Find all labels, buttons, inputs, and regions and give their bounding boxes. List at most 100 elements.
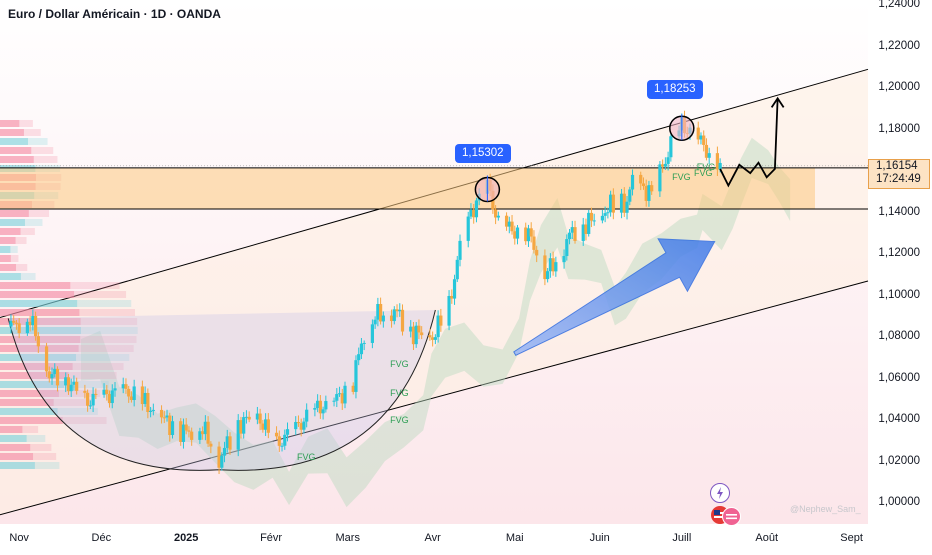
candle-body bbox=[33, 315, 38, 337]
candle-body bbox=[436, 315, 440, 338]
candle-body bbox=[603, 213, 607, 216]
volume-profile-bar-ghost bbox=[70, 282, 120, 289]
volume-profile-bar-ghost bbox=[72, 363, 124, 370]
time-tick-label: Juill bbox=[672, 532, 692, 544]
candle-body bbox=[28, 321, 32, 326]
candle-body bbox=[513, 231, 517, 239]
candle-body bbox=[611, 194, 615, 213]
candle-body bbox=[132, 386, 136, 400]
time-tick-label: 2025 bbox=[173, 532, 199, 544]
time-tick-label: Déc bbox=[91, 532, 112, 544]
candle-body bbox=[44, 346, 49, 372]
volume-profile-bar-ghost bbox=[10, 246, 18, 253]
candle-body bbox=[222, 447, 227, 456]
candle-body bbox=[359, 343, 364, 355]
volume-profile-bar bbox=[0, 120, 20, 127]
time-tick-label: Mai bbox=[505, 532, 524, 544]
candle-body bbox=[72, 381, 76, 385]
price-tick-label: 1,18000 bbox=[878, 122, 920, 135]
candle-body bbox=[510, 221, 514, 232]
volume-profile-bar bbox=[0, 300, 78, 307]
volume-profile-bar bbox=[0, 246, 11, 253]
candle-body bbox=[526, 228, 531, 242]
eu-flag-icon[interactable] bbox=[722, 507, 741, 526]
candle-body bbox=[318, 400, 322, 414]
volume-profile-bar-ghost bbox=[28, 210, 50, 217]
candle-body bbox=[66, 377, 71, 392]
volume-profile-bar-ghost bbox=[78, 345, 134, 352]
candle-body bbox=[165, 415, 169, 418]
price-tick-label: 1,08000 bbox=[878, 330, 920, 342]
volume-profile-bar bbox=[0, 381, 64, 388]
volume-profile-bar-ghost bbox=[57, 408, 98, 415]
candle-body bbox=[124, 384, 128, 389]
fvg-label: FVG bbox=[696, 161, 716, 172]
candle-body bbox=[335, 394, 339, 401]
candle-body bbox=[354, 360, 358, 392]
volume-profile-bar bbox=[0, 363, 73, 370]
candle-body bbox=[609, 194, 613, 213]
candle-body bbox=[225, 436, 229, 448]
candle-body bbox=[64, 377, 68, 386]
candle-body bbox=[75, 381, 79, 391]
candle-body bbox=[94, 393, 98, 395]
bar-countdown: 17:24:49 bbox=[876, 173, 921, 185]
candle-body bbox=[543, 255, 547, 280]
author-watermark: @Nephew_Sam_ bbox=[790, 504, 861, 514]
candle-body bbox=[411, 326, 416, 345]
volume-profile-bar bbox=[0, 264, 17, 271]
time-tick-label: Août bbox=[755, 532, 779, 544]
volume-profile-bar bbox=[0, 354, 77, 361]
volume-profile-bar-ghost bbox=[62, 417, 107, 424]
volume-profile-bar bbox=[0, 462, 35, 469]
candle-body bbox=[285, 429, 290, 435]
candle-body bbox=[105, 389, 109, 395]
candle-body bbox=[247, 416, 251, 420]
volume-profile-bar-ghost bbox=[74, 291, 127, 298]
candle-body bbox=[562, 256, 566, 263]
candle-body bbox=[450, 295, 454, 299]
candle-body bbox=[127, 388, 131, 397]
candle-body bbox=[264, 419, 268, 430]
price-tick-label: 1,22000 bbox=[878, 39, 920, 52]
candle-body bbox=[86, 392, 90, 406]
volume-profile-bar-ghost bbox=[79, 309, 136, 316]
candle-body bbox=[587, 212, 591, 234]
candle-body bbox=[600, 215, 604, 221]
candle-body bbox=[535, 249, 539, 256]
volume-profile-bar bbox=[0, 318, 81, 325]
candle-body bbox=[581, 224, 585, 241]
fvg-label: FVG bbox=[390, 358, 409, 369]
price-tick-label: 1,10000 bbox=[878, 288, 920, 301]
volume-profile-bar bbox=[0, 408, 58, 415]
candle-body bbox=[168, 415, 172, 436]
volume-profile-bar bbox=[0, 417, 63, 424]
candle-body bbox=[431, 337, 435, 340]
candle-body bbox=[198, 431, 202, 440]
volume-profile-bar-ghost bbox=[53, 399, 92, 406]
candle-body bbox=[474, 200, 479, 218]
price-tick-label: 1,04000 bbox=[878, 413, 920, 425]
candle-body bbox=[91, 393, 95, 406]
candle-body bbox=[370, 324, 374, 343]
candle-body bbox=[472, 209, 476, 218]
candle-body bbox=[148, 410, 153, 412]
candle-body bbox=[669, 136, 673, 158]
candle-body bbox=[606, 212, 610, 214]
candle-body bbox=[398, 309, 402, 312]
volume-profile-bar-ghost bbox=[33, 453, 57, 460]
candle-body bbox=[50, 374, 54, 379]
price-tick-label: 1,12000 bbox=[878, 247, 920, 259]
volume-profile-bar bbox=[0, 228, 21, 235]
candle-body bbox=[414, 325, 418, 345]
fvg-label: FVG bbox=[390, 415, 409, 425]
lightning-icon[interactable] bbox=[710, 483, 730, 503]
candle-body bbox=[107, 394, 112, 404]
candle-body bbox=[707, 153, 711, 158]
candle-body bbox=[658, 164, 662, 192]
price-tick-label: 1,02000 bbox=[878, 454, 920, 467]
candle-body bbox=[584, 224, 588, 234]
candle-body bbox=[36, 336, 40, 347]
